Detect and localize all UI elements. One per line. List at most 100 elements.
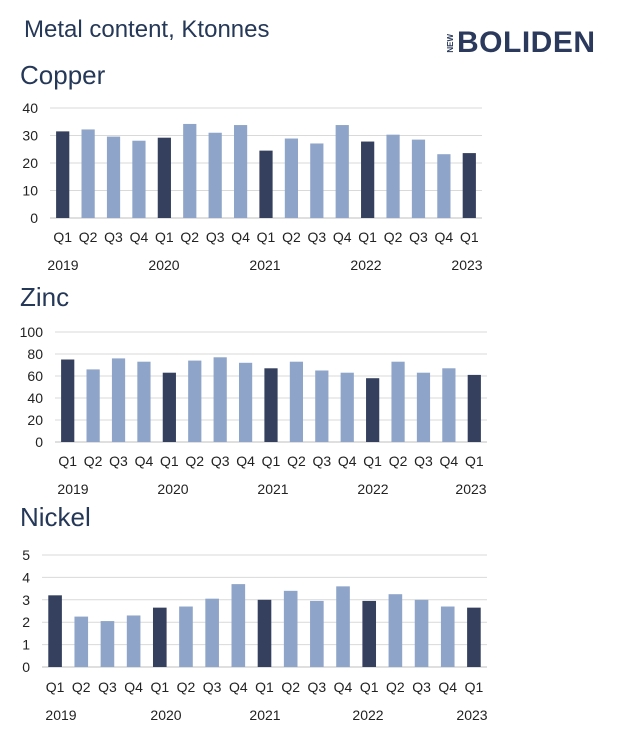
x-tick-label: Q4 (229, 679, 248, 695)
x-tick-label: Q3 (409, 229, 428, 245)
x-tick-label: Q2 (180, 229, 199, 245)
bar (414, 599, 429, 667)
bar (183, 123, 197, 218)
bar (56, 131, 70, 218)
year-label: 2019 (45, 707, 76, 723)
bar (336, 586, 350, 667)
bar (283, 590, 298, 667)
x-tick-label: Q1 (150, 679, 169, 695)
x-tick-label: Q4 (334, 679, 353, 695)
y-tick-label: 10 (22, 183, 38, 199)
x-tick-label: Q2 (84, 453, 103, 469)
x-tick-label: Q1 (58, 453, 77, 469)
bar (259, 150, 273, 218)
year-label: 2021 (249, 257, 280, 273)
x-tick-label: Q3 (109, 453, 128, 469)
year-label: 2023 (451, 257, 482, 273)
bar (152, 607, 167, 667)
y-tick-label: 0 (30, 210, 38, 226)
x-tick-label: Q2 (72, 679, 91, 695)
x-tick-label: Q2 (177, 679, 196, 695)
x-tick-label: Q3 (206, 229, 225, 245)
x-tick-label: Q2 (389, 453, 408, 469)
x-tick-label: Q1 (465, 453, 484, 469)
zinc-chart-title: Zinc (20, 282, 70, 312)
x-tick-label: Q2 (185, 453, 204, 469)
year-label: 2023 (455, 481, 486, 497)
bar (362, 600, 377, 667)
y-tick-label: 3 (22, 592, 30, 608)
bar (213, 357, 227, 442)
x-tick-label: Q1 (358, 229, 377, 245)
bar (205, 598, 219, 667)
bar (233, 125, 248, 218)
year-label: 2021 (249, 707, 280, 723)
bar (437, 154, 451, 218)
x-tick-label: Q2 (282, 229, 301, 245)
x-tick-label: Q1 (160, 453, 179, 469)
x-tick-label: Q3 (104, 229, 123, 245)
bar (440, 606, 455, 667)
bar (86, 369, 100, 442)
bar (132, 140, 146, 218)
zinc-chart: 0 20 40 60 80 100 Q1 Q2 Q3 Q4 Q1 Q2 Q3 Q4 Q1 Q2 Q3 Q4 Q1 Q2… (20, 324, 487, 497)
y-tick-label: 5 (22, 547, 30, 563)
nickel-chart-title: Nickel (20, 502, 91, 532)
bar (462, 153, 476, 218)
year-label: 2022 (352, 707, 383, 723)
bar (442, 368, 456, 442)
nickel-chart: 0 1 2 3 4 5 Q1 Q2 Q3 Q4 Q1 Q2 Q3 Q4 Q1 Q2 Q3 Q4 Q1 Q2 Q3 Q4 Q1… (22, 547, 488, 723)
x-tick-label: Q1 (53, 229, 72, 245)
year-label: 2019 (47, 257, 78, 273)
x-tick-label: Q3 (414, 453, 433, 469)
bar (231, 584, 246, 667)
y-tick-label: 0 (22, 659, 30, 675)
bar (48, 595, 62, 667)
bar (126, 615, 141, 667)
x-tick-label: Q4 (435, 229, 454, 245)
x-tick-label: Q3 (412, 679, 431, 695)
x-tick-label: Q3 (308, 679, 327, 695)
x-tick-label: Q4 (338, 453, 357, 469)
bar (411, 139, 426, 218)
bar (157, 137, 171, 218)
x-tick-label: Q2 (386, 679, 405, 695)
x-tick-label: Q3 (98, 679, 117, 695)
bar (100, 621, 115, 667)
bar (361, 141, 375, 218)
x-tick-label: Q4 (333, 229, 352, 245)
bar (335, 125, 349, 218)
bar (386, 134, 400, 218)
y-tick-label: 40 (27, 390, 43, 406)
x-tick-label: Q1 (460, 229, 479, 245)
y-tick-label: 40 (22, 100, 38, 116)
bar (257, 599, 272, 667)
bar (162, 372, 176, 442)
bar (81, 129, 95, 218)
bar (284, 138, 299, 218)
x-tick-label: Q2 (281, 679, 300, 695)
x-tick-label: Q1 (465, 679, 484, 695)
x-tick-label: Q4 (231, 229, 250, 245)
x-tick-label: Q1 (262, 453, 281, 469)
x-tick-label: Q4 (438, 679, 457, 695)
bar (111, 358, 126, 442)
year-label: 2020 (157, 481, 188, 497)
bar (391, 361, 405, 442)
x-tick-label: Q1 (46, 679, 65, 695)
x-tick-label: Q3 (312, 453, 331, 469)
page-title: Metal content, Ktonnes (24, 16, 270, 43)
x-tick-label: Q4 (440, 453, 459, 469)
y-tick-label: 60 (27, 368, 43, 384)
bar (208, 132, 222, 218)
bar (74, 616, 89, 667)
bar (310, 600, 324, 667)
x-tick-label: Q3 (203, 679, 222, 695)
x-tick-label: Q1 (360, 679, 379, 695)
year-label: 2021 (257, 481, 288, 497)
year-label: 2022 (357, 481, 388, 497)
bar (264, 368, 278, 442)
x-tick-label: Q2 (79, 229, 98, 245)
bar (467, 607, 481, 667)
x-tick-label: Q2 (384, 229, 403, 245)
